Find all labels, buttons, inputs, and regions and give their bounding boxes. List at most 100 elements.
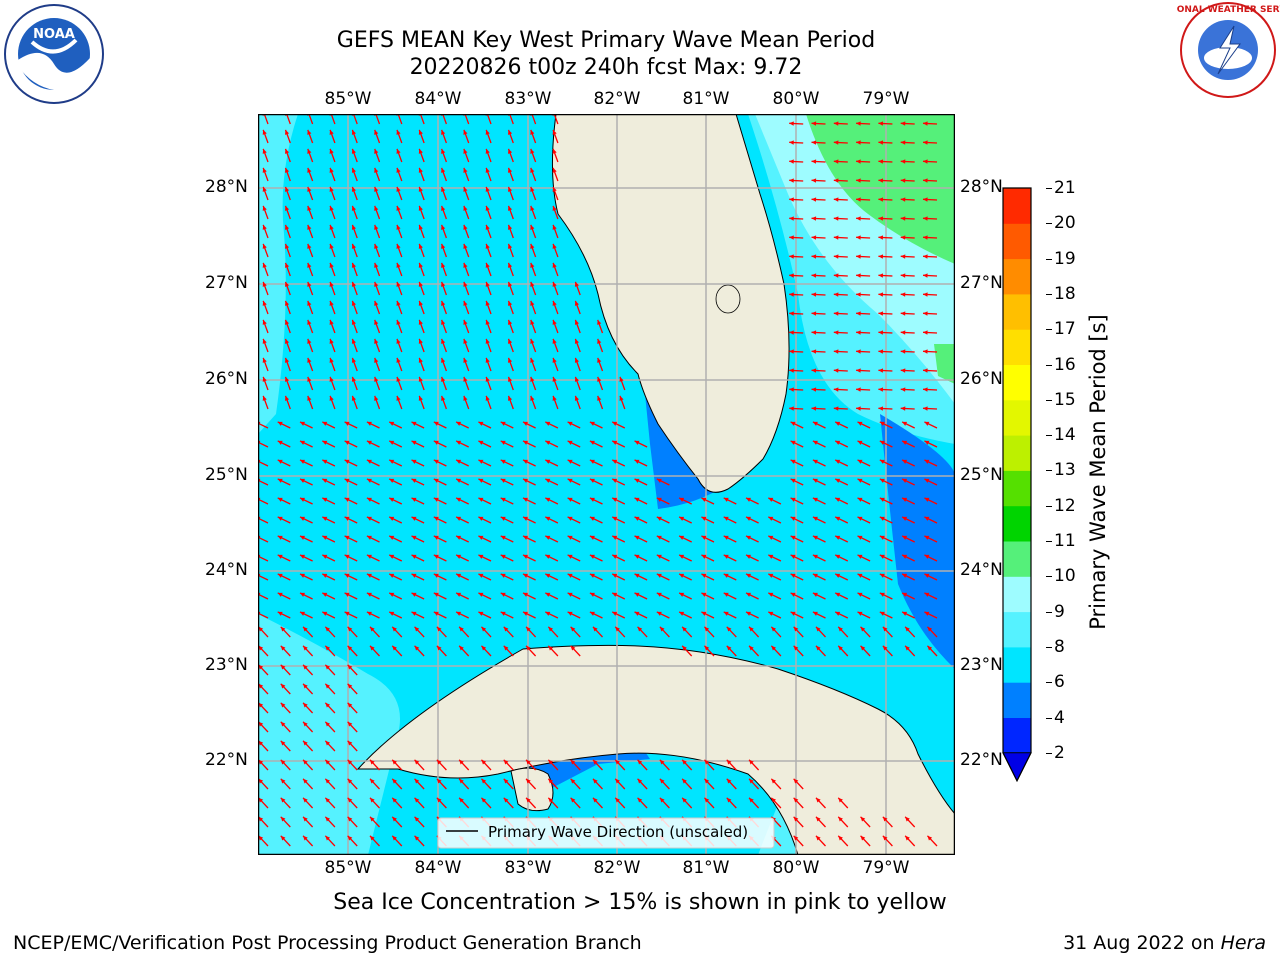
wave-vector-head bbox=[530, 148, 535, 154]
nws-ring-text: NATIONAL WEATHER SERVICE bbox=[1176, 5, 1280, 15]
wave-vector-head bbox=[389, 421, 395, 426]
wave-vector-head bbox=[396, 262, 401, 268]
wave-vector-head bbox=[329, 338, 334, 344]
wave-vector-head bbox=[411, 440, 417, 445]
wave-vector-head bbox=[522, 459, 528, 464]
wave-vector-head bbox=[726, 778, 732, 784]
wave-vector-head bbox=[878, 197, 884, 202]
colorbar-frame bbox=[1002, 187, 1032, 783]
wave-vector-head bbox=[389, 592, 395, 597]
wave-vector-head bbox=[612, 516, 618, 521]
wave-vector-head bbox=[478, 459, 484, 464]
wave-vector-head bbox=[924, 440, 930, 445]
wave-vector-head bbox=[258, 702, 264, 708]
wave-vector-head bbox=[280, 797, 286, 803]
wave-vector-shaft bbox=[258, 536, 269, 543]
wave-vector-head bbox=[793, 797, 799, 803]
wave-vector-head bbox=[545, 592, 551, 597]
wave-vector-head bbox=[374, 167, 379, 173]
wave-vector-shaft bbox=[258, 517, 269, 524]
wave-vector-head bbox=[634, 459, 640, 464]
wave-vector-head bbox=[262, 129, 267, 135]
wave-vector-head bbox=[923, 197, 928, 202]
wave-vector-head bbox=[811, 235, 817, 240]
wave-vector-head bbox=[530, 319, 535, 325]
wave-vector-head bbox=[329, 395, 334, 401]
wave-vector-head bbox=[745, 573, 751, 578]
wave-vector-head bbox=[701, 554, 707, 559]
wave-vector-head bbox=[299, 440, 305, 445]
wave-vector-head bbox=[749, 759, 754, 765]
wave-vector-head bbox=[552, 262, 557, 268]
wave-vector-head bbox=[679, 554, 685, 559]
wave-vector-head bbox=[545, 516, 551, 521]
wave-vector-head bbox=[811, 121, 817, 126]
wave-vector-shaft bbox=[419, 114, 425, 125]
colorbar-tick-mark bbox=[1046, 293, 1052, 295]
wave-vector-head bbox=[500, 554, 506, 559]
wave-vector-head bbox=[548, 778, 554, 784]
wave-vector-head bbox=[441, 319, 446, 325]
wave-vector-head bbox=[545, 497, 551, 502]
wave-vector-head bbox=[878, 349, 884, 354]
wave-vector-head bbox=[277, 440, 283, 445]
wave-vector-head bbox=[280, 626, 286, 632]
colorbar-segment bbox=[1003, 576, 1031, 613]
wave-vector-head bbox=[833, 330, 839, 335]
wave-vector-head bbox=[530, 129, 535, 135]
wave-vector-head bbox=[411, 611, 417, 616]
wave-vector-head bbox=[303, 835, 308, 841]
wave-vector-head bbox=[258, 835, 264, 841]
wave-vector-head bbox=[351, 319, 356, 325]
wave-vector-head bbox=[303, 740, 308, 746]
wave-vector-head bbox=[392, 778, 397, 784]
wave-vector-head bbox=[659, 778, 665, 784]
wave-vector-head bbox=[923, 406, 928, 411]
lon-label-top: 79°W bbox=[862, 89, 910, 109]
colorbar-segment bbox=[1003, 505, 1031, 542]
wave-vector-head bbox=[856, 140, 861, 145]
wave-vector-head bbox=[589, 440, 595, 445]
wave-vector-head bbox=[347, 664, 353, 670]
wave-vector-head bbox=[815, 835, 821, 841]
wave-vector-head bbox=[374, 205, 379, 211]
wave-vector-head bbox=[411, 516, 417, 521]
wave-vector-shaft bbox=[464, 114, 470, 125]
colorbar-segment bbox=[1003, 329, 1031, 365]
wave-vector-head bbox=[811, 292, 817, 297]
wave-vector-head bbox=[414, 778, 420, 784]
wave-vector-head bbox=[704, 778, 710, 784]
wave-vector-head bbox=[682, 797, 687, 803]
wave-vector-shaft bbox=[258, 555, 269, 562]
wave-vector-head bbox=[503, 797, 509, 803]
wave-vector-head bbox=[441, 357, 446, 363]
wave-vector-head bbox=[508, 148, 513, 154]
wave-vector-head bbox=[456, 516, 462, 521]
wave-vector-head bbox=[812, 573, 818, 578]
wave-vector-head bbox=[567, 421, 573, 426]
wave-vector-head bbox=[285, 357, 290, 363]
wave-vector-head bbox=[552, 395, 557, 401]
colorbar-segment bbox=[1003, 717, 1031, 754]
wave-vector-head bbox=[463, 205, 468, 211]
wave-vector-head bbox=[396, 186, 401, 192]
wave-vector-head bbox=[857, 459, 863, 464]
wave-vector-head bbox=[366, 535, 372, 540]
lat-label-right: 24°N bbox=[960, 560, 1003, 580]
wave-vector-head bbox=[303, 645, 308, 651]
wave-vector-head bbox=[329, 186, 334, 192]
wave-vector-head bbox=[768, 497, 774, 502]
wave-vector-head bbox=[366, 592, 372, 597]
wave-vector-head bbox=[436, 759, 442, 765]
wave-vector-head bbox=[835, 611, 841, 616]
wave-vector-head bbox=[790, 573, 796, 578]
wave-vector-head bbox=[500, 478, 506, 483]
wave-vector-head bbox=[923, 292, 928, 297]
wave-vector-head bbox=[485, 186, 490, 192]
wave-vector-head bbox=[838, 645, 843, 651]
wave-vector-head bbox=[768, 592, 774, 597]
wave-vector-head bbox=[262, 148, 267, 154]
wave-vector-head bbox=[923, 178, 928, 183]
wave-vector-head bbox=[433, 611, 439, 616]
wave-vector-head bbox=[856, 349, 861, 354]
